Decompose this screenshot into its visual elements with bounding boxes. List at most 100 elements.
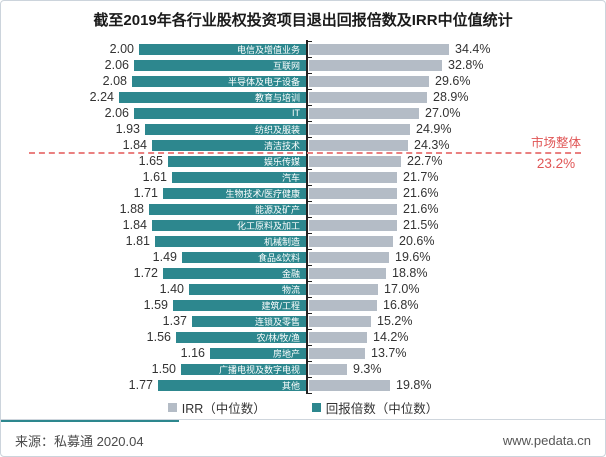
irr-bar [309,267,386,279]
market-overall-text: 市场整体 [530,136,581,150]
multiple-value-label: 1.77 [128,378,153,392]
chart-row: 1.56 农/林/牧/渔 14.2% [1,329,605,345]
irr-legend-swatch [167,402,177,412]
multiple-value-label: 2.00 [109,42,134,56]
multiple-bar: 清洁技术 [152,139,307,151]
row-right-region: 29.6% [307,74,605,88]
chart-row: 2.06 互联网 32.8% [1,57,605,73]
multiple-bar: 半导体及电子设备 [132,75,307,87]
chart-row: 2.08 半导体及电子设备 29.6% [1,73,605,89]
multiple-value-label: 1.84 [122,138,147,152]
legend: IRR（中位数） 回报倍数（中位数） [1,397,605,417]
industry-label: 房地产 [272,348,300,359]
multiple-value-label: 1.72 [133,266,158,280]
chart-row: 1.49 食品&饮料 19.6% [1,249,605,265]
chart-row: 2.24 教育与培训 28.9% [1,89,605,105]
irr-bar [309,155,401,167]
row-left-region: 1.56 农/林/牧/渔 [1,330,307,344]
irr-value-label: 24.3% [414,138,450,152]
row-right-region: 9.3% [307,362,605,376]
legend-item-multiple: 回报倍数（中位数） [311,398,439,417]
irr-bar [309,283,378,295]
chart-row: 1.72 金融 18.8% [1,265,605,281]
irr-value-label: 20.6% [399,234,435,248]
row-left-region: 1.16 房地产 [1,346,307,360]
row-right-region: 19.6% [307,250,605,264]
multiple-bar: 其他 [158,379,307,391]
irr-value-label: 13.7% [371,346,407,360]
irr-value-label: 28.9% [433,90,469,104]
row-left-region: 1.50 广播电视及数字电视 [1,362,307,376]
market-overall-label: 市场整体 23.2% [531,132,581,171]
irr-value-label: 9.3% [353,362,382,376]
row-left-region: 1.37 连锁及零售 [1,314,307,328]
row-left-region: 1.71 生物技术/医疗健康 [1,186,307,200]
market-overall-value: 23.2% [536,156,576,171]
chart-row: 1.88 能源及矿产 21.6% [1,201,605,217]
multiple-bar: 建筑/工程 [173,299,307,311]
chart-row: 1.84 化工原料及加工 21.5% [1,217,605,233]
irr-value-label: 17.0% [384,282,420,296]
market-average-dashline [29,152,581,154]
row-right-region: 20.6% [307,234,605,248]
irr-value-label: 21.6% [403,202,439,216]
row-right-region: 21.7% [307,170,605,184]
irr-bar [309,91,427,103]
multiple-bar: 生物技术/医疗健康 [163,187,307,199]
irr-bar [309,219,397,231]
website-link[interactable]: www.pedata.cn [502,433,591,448]
irr-bar [309,315,371,327]
multiple-value-label: 1.40 [159,282,184,296]
multiple-bar: 房地产 [210,347,307,359]
multiple-bar: 物流 [189,283,307,295]
multiple-value-label: 1.50 [151,362,176,376]
row-right-region: 21.5% [307,218,605,232]
irr-bar [309,203,397,215]
irr-legend-label: IRR（中位数） [181,401,266,416]
industry-label: 金融 [281,268,300,279]
irr-value-label: 22.7% [407,154,443,168]
multiple-value-label: 2.08 [102,74,127,88]
irr-value-label: 24.9% [416,122,452,136]
industry-label: 建筑/工程 [261,300,300,311]
multiple-value-label: 1.71 [133,186,158,200]
row-right-region: 22.7% [307,154,605,168]
multiple-bar: IT [134,107,307,119]
industry-label: 娱乐传媒 [263,156,300,167]
row-left-region: 1.84 清洁技术 [1,138,307,152]
irr-bar [309,251,389,263]
irr-bar [309,299,377,311]
row-left-region: 1.84 化工原料及加工 [1,218,307,232]
chart-row: 2.00 电信及增值业务 34.4% [1,41,605,57]
multiple-bar: 金融 [163,267,307,279]
irr-value-label: 32.8% [448,58,484,72]
irr-value-label: 21.7% [403,170,439,184]
industry-label: 化工原料及加工 [236,220,300,231]
row-right-region: 17.0% [307,282,605,296]
irr-value-label: 15.2% [377,314,413,328]
multiple-bar: 化工原料及加工 [152,219,307,231]
multiple-value-label: 1.81 [125,234,150,248]
footer-divider [1,419,605,422]
multiple-bar: 电信及增值业务 [139,43,307,55]
multiple-bar: 农/林/牧/渔 [176,331,307,343]
multiple-bar: 食品&饮料 [182,251,307,263]
multiple-legend-label: 回报倍数（中位数） [325,401,439,416]
chart-rows: 2.00 电信及增值业务 34.4% 2.06 互联网 32.8% 2.08 半… [1,41,605,393]
irr-value-label: 16.8% [383,298,419,312]
industry-label: 教育与培训 [254,92,300,103]
industry-label: 广播电视及数字电视 [218,364,300,375]
industry-label: 互联网 [272,60,300,71]
chart-title: 截至2019年各行业股权投资项目退出回报倍数及IRR中位值统计 [93,12,513,29]
chart-row: 1.81 机械制造 20.6% [1,233,605,249]
row-right-region: 24.3% [307,138,605,152]
irr-value-label: 19.6% [395,250,431,264]
row-left-region: 2.24 教育与培训 [1,90,307,104]
row-left-region: 1.40 物流 [1,282,307,296]
row-left-region: 1.81 机械制造 [1,234,307,248]
multiple-bar: 连锁及零售 [192,315,307,327]
multiple-value-label: 1.84 [122,218,147,232]
irr-value-label: 21.6% [403,186,439,200]
irr-value-label: 18.8% [392,266,428,280]
